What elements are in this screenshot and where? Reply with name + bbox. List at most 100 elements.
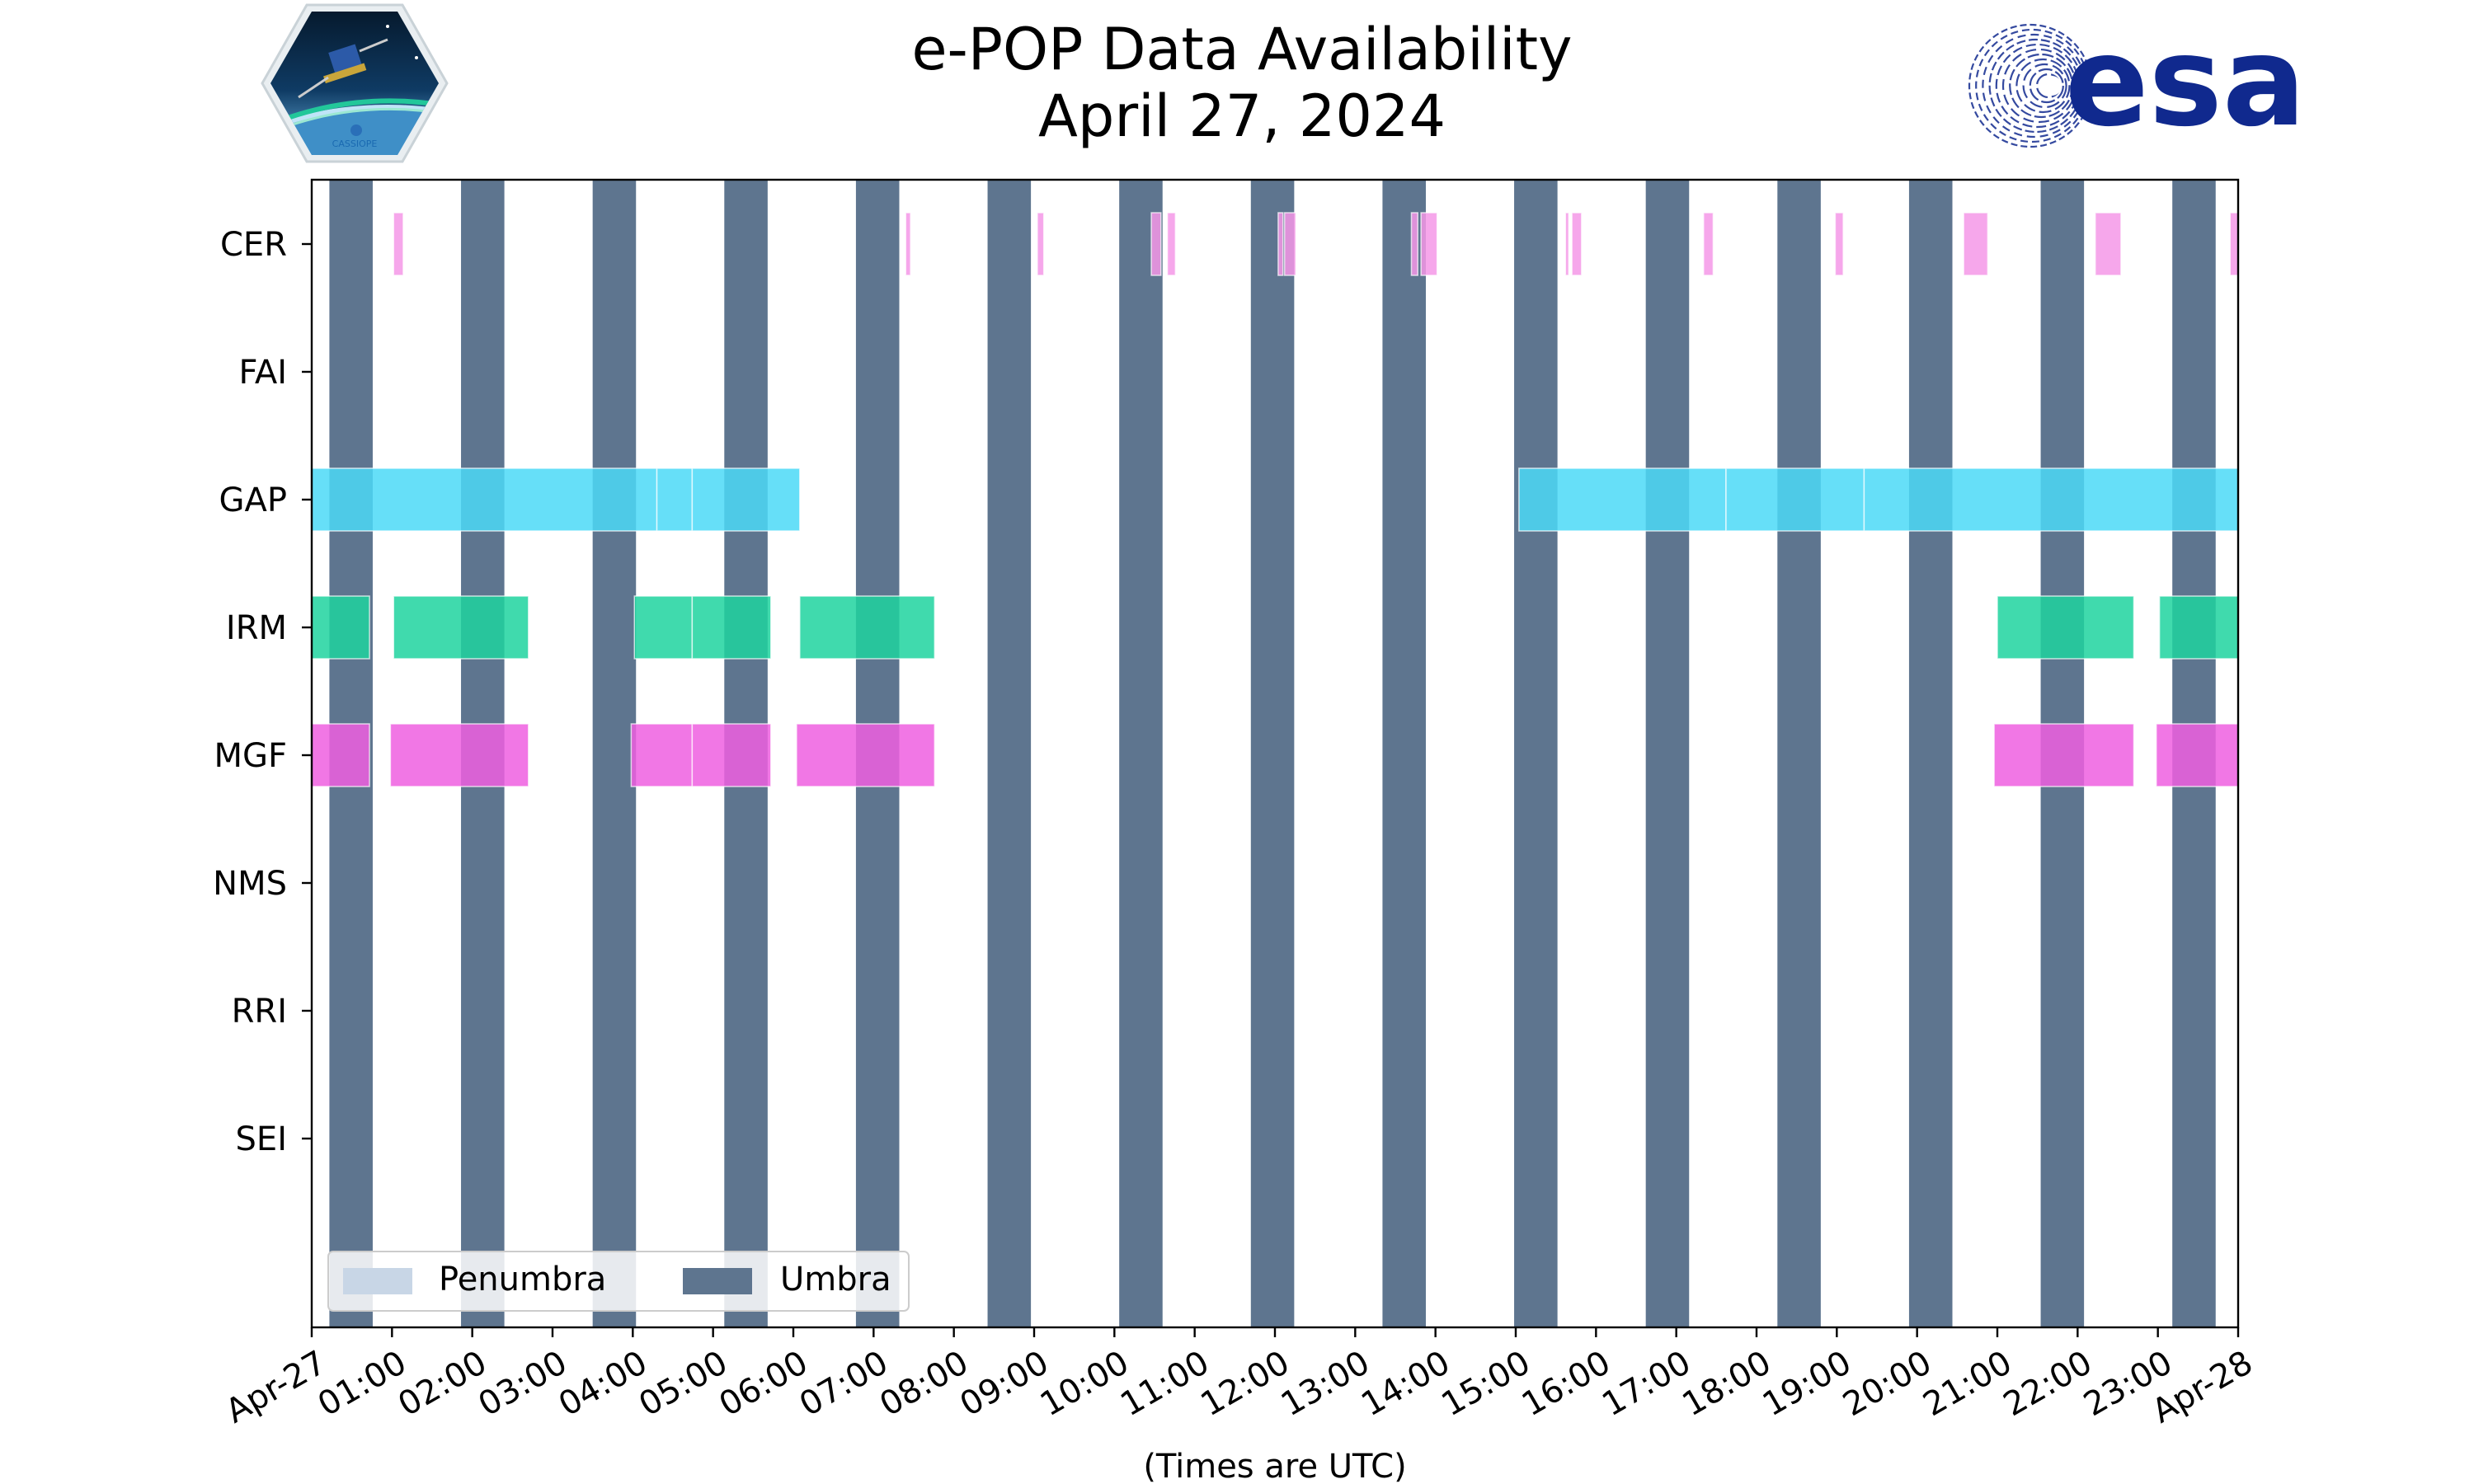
- x-tick-label: 10:00: [1034, 1344, 1136, 1424]
- legend-label-umbra: Umbra: [780, 1261, 891, 1298]
- series-cer: [393, 212, 2239, 276]
- x-tick-label: 15:00: [1436, 1344, 1537, 1424]
- y-tick-label-rri: RRI: [232, 993, 287, 1031]
- esa-ring: [1968, 23, 2093, 148]
- umbra-band: [592, 180, 637, 1327]
- bar-mgf: [630, 723, 694, 787]
- umbra-band: [987, 180, 1032, 1327]
- y-tick-label-nms: NMS: [213, 865, 287, 903]
- x-tick-label: 08:00: [873, 1344, 975, 1424]
- esa-ring: [2029, 68, 2064, 104]
- bar-cer: [1410, 212, 1419, 276]
- x-axis: Apr-2701:0002:0003:0004:0005:0006:0007:0…: [219, 1327, 2259, 1431]
- esa-ring: [1995, 43, 2080, 129]
- bar-irm: [691, 595, 772, 660]
- bar-cer: [1564, 212, 1569, 276]
- cassiope-logo: CASSIOPE: [261, 3, 449, 163]
- bar-irm: [2158, 595, 2239, 660]
- bar-mgf: [1993, 723, 2135, 787]
- x-tick-label: 20:00: [1837, 1344, 1938, 1424]
- y-tick-label-gap: GAP: [219, 481, 287, 519]
- bar-cer: [1166, 212, 1177, 276]
- bar-gap: [311, 467, 658, 532]
- x-tick-label: 07:00: [793, 1344, 895, 1424]
- instrument-bars: [311, 212, 2239, 787]
- umbra-band: [1777, 180, 1821, 1327]
- bar-irm: [1997, 595, 2135, 660]
- x-tick-label: 01:00: [312, 1344, 413, 1424]
- bar-cer: [1037, 212, 1045, 276]
- x-tick-label: 06:00: [713, 1344, 815, 1424]
- series-irm: [311, 595, 2239, 660]
- bar-cer: [393, 212, 404, 276]
- x-axis-label: (Times are UTC): [1143, 1448, 1406, 1484]
- bar-gap: [1725, 467, 1865, 532]
- x-tick-label: 14:00: [1355, 1344, 1456, 1424]
- bar-cer: [1703, 212, 1714, 276]
- y-tick-label-sei: SEI: [236, 1120, 287, 1158]
- chart-subtitle-date: April 27, 2024: [1038, 82, 1446, 150]
- esa-ring: [2022, 63, 2067, 109]
- legend-box: [327, 1251, 910, 1312]
- x-tick-label: 11:00: [1114, 1344, 1216, 1424]
- umbra-band: [1908, 180, 1953, 1327]
- bar-cer: [1834, 212, 1844, 276]
- x-tick-label: 03:00: [473, 1344, 574, 1424]
- y-axis: CER FAI GAP IRM MGF NMS RRI SEI: [213, 226, 312, 1158]
- bar-mgf: [691, 723, 772, 787]
- bar-irm: [633, 595, 694, 660]
- x-tick-label: 13:00: [1275, 1344, 1376, 1424]
- esa-logo: esa: [1968, 11, 2306, 154]
- x-tick-label: 05:00: [633, 1344, 734, 1424]
- bar-cer: [1283, 212, 1297, 276]
- bar-cer: [1420, 212, 1438, 276]
- series-mgf: [311, 723, 2239, 787]
- legend-label-penumbra: Penumbra: [439, 1261, 606, 1298]
- bar-gap: [691, 467, 801, 532]
- series-gap: [311, 467, 2239, 532]
- legend: Penumbra Umbra: [327, 1251, 910, 1312]
- x-tick-label: 17:00: [1596, 1344, 1697, 1424]
- y-tick-label-fai: FAI: [239, 354, 288, 392]
- bar-mgf: [311, 723, 370, 787]
- esa-ring: [2001, 48, 2077, 124]
- x-tick-label: 18:00: [1677, 1344, 1778, 1424]
- legend-swatch-penumbra: [343, 1268, 412, 1294]
- chart-title: e-POP Data Availability: [911, 16, 1572, 83]
- bar-irm: [393, 595, 529, 660]
- bar-irm: [311, 595, 370, 660]
- bar-cer: [1277, 212, 1284, 276]
- esa-ring-core: [2042, 76, 2062, 96]
- esa-ring: [1975, 28, 2090, 143]
- bar-cer: [2094, 212, 2122, 276]
- umbra-band: [1119, 180, 1163, 1327]
- bar-gap: [656, 467, 694, 532]
- bar-cer: [1571, 212, 1583, 276]
- y-tick-label-irm: IRM: [226, 609, 287, 647]
- bar-mgf: [2155, 723, 2239, 787]
- bar-mgf: [796, 723, 936, 787]
- x-tick-label: 19:00: [1757, 1344, 1858, 1424]
- umbra-band: [1514, 180, 1558, 1327]
- x-tick-label: 02:00: [392, 1344, 493, 1424]
- y-tick-label-cer: CER: [220, 226, 287, 264]
- x-tick-label: 16:00: [1516, 1344, 1617, 1424]
- bar-gap: [1518, 467, 1727, 532]
- bar-cer: [1150, 212, 1162, 276]
- bar-mgf: [389, 723, 529, 787]
- bar-gap: [1863, 467, 2239, 532]
- x-tick-label: Apr-27: [219, 1344, 332, 1431]
- plot-area: CER FAI GAP IRM MGF NMS RRI SEI Apr-2701:0002:0…: [213, 178, 2259, 1431]
- bar-cer: [1963, 212, 1989, 276]
- x-tick-label: 21:00: [1917, 1344, 2019, 1424]
- umbra-band: [1250, 180, 1295, 1327]
- legend-swatch-umbra: [683, 1268, 752, 1294]
- umbra-band: [1382, 180, 1426, 1327]
- esa-logo-text: esa: [2065, 11, 2306, 154]
- y-tick-label-mgf: MGF: [214, 737, 287, 775]
- umbra-band: [1645, 180, 1690, 1327]
- esa-ring: [2009, 53, 2074, 119]
- bar-cer: [905, 212, 911, 276]
